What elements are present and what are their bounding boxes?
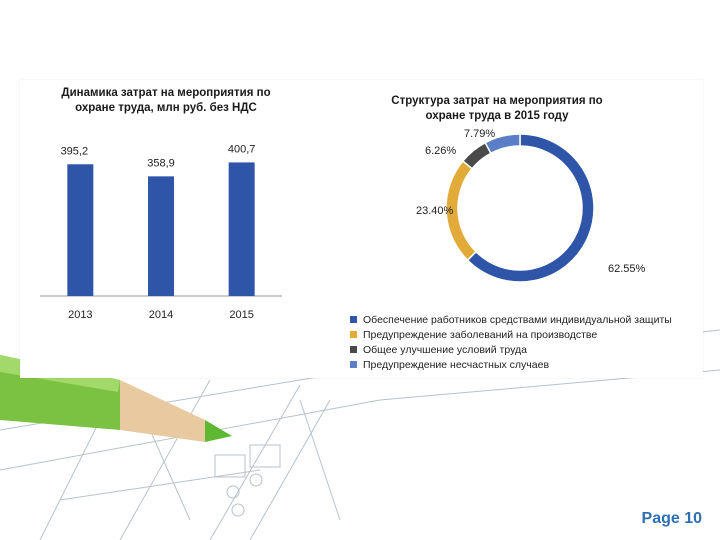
donut-slice-3 xyxy=(484,133,521,155)
donut-chart-title: Структура затрат на мероприятия по охран… xyxy=(391,95,603,122)
donut-value-label-0: 62.55% xyxy=(608,263,646,275)
legend-item-2: Общее улучшение условий труда xyxy=(350,342,700,357)
legend-label-2: Общее улучшение условий труда xyxy=(363,343,527,356)
legend-item-1: Предупреждение заболеваний на производст… xyxy=(350,327,700,342)
legend-label-0: Обеспечение работников средствами индиви… xyxy=(363,313,672,326)
legend-swatch-2 xyxy=(350,346,357,353)
bar-chart: 395,2 2013 358,9 2014 400,7 2015 xyxy=(40,143,282,321)
bar-value-label-2013: 395,2 xyxy=(61,145,89,157)
legend-item-3: Предупреждение несчастных случаев xyxy=(350,357,700,372)
bar-value-label-2014: 358,9 xyxy=(147,157,175,169)
legend-label-1: Предупреждение заболеваний на производст… xyxy=(363,328,598,341)
legend-swatch-0 xyxy=(350,316,357,323)
legend-label-3: Предупреждение несчастных случаев xyxy=(363,358,550,371)
legend-item-0: Обеспечение работников средствами индиви… xyxy=(350,312,700,327)
bar-tick-label-2014: 2014 xyxy=(149,309,173,321)
page-number: Page 10 xyxy=(641,510,702,527)
bar-value-label-2015: 400,7 xyxy=(228,143,256,155)
donut-legend: Обеспечение работников средствами индиви… xyxy=(350,312,700,372)
charts-panel: Динамика затрат на мероприятия по охране… xyxy=(20,80,703,378)
bar-2014 xyxy=(148,176,174,296)
bar-tick-label-2013: 2013 xyxy=(68,309,92,321)
donut-value-label-1: 23.40% xyxy=(416,205,454,217)
donut-chart: 62.55% 23.40% 6.26% 7.79% xyxy=(416,128,646,283)
legend-swatch-1 xyxy=(350,331,357,338)
donut-value-label-3: 7.79% xyxy=(464,128,495,140)
bar-chart-title: Динамика затрат на мероприятия по охране… xyxy=(61,87,271,114)
legend-swatch-3 xyxy=(350,361,357,368)
bar-2013 xyxy=(67,164,94,296)
donut-value-label-2: 6.26% xyxy=(425,145,456,157)
bar-tick-label-2015: 2015 xyxy=(229,309,253,321)
bar-2015 xyxy=(228,162,255,296)
